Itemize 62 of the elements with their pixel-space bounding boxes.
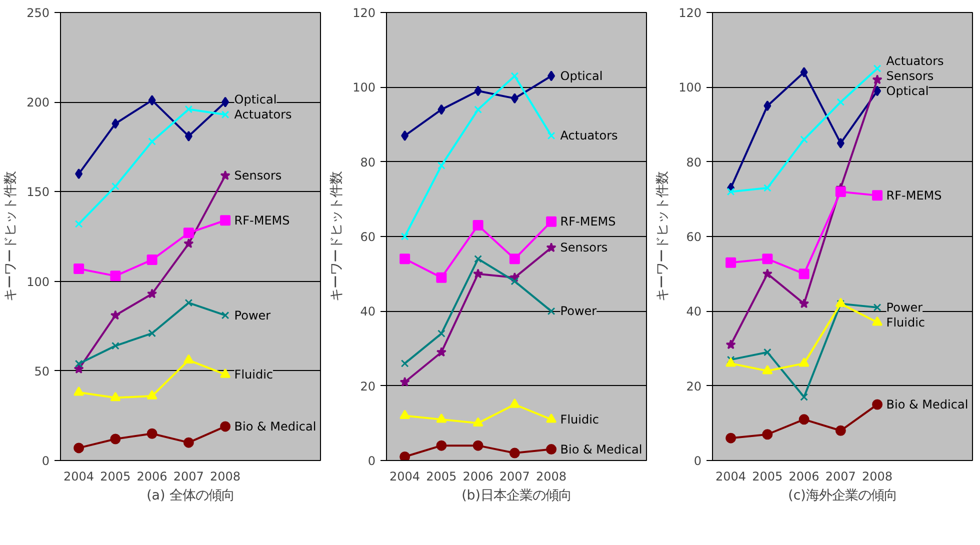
y-tick-label: 40 <box>360 304 376 319</box>
y-tick-label: 0 <box>368 454 376 468</box>
series-label: RF-MEMS <box>560 214 616 229</box>
y-tick-label: 150 <box>26 185 50 200</box>
y-tick-label: 80 <box>360 155 376 170</box>
x-tick-label: 2005 <box>752 470 783 484</box>
x-tick-label: 2007 <box>825 470 856 484</box>
x-tick-label: 2004 <box>64 470 94 484</box>
y-tick-label: 100 <box>26 274 50 289</box>
x-tick-label: 2005 <box>100 470 131 484</box>
y-tick-label: 100 <box>352 80 376 95</box>
series-label: Sensors <box>234 168 282 183</box>
series-label: RF-MEMS <box>234 213 290 228</box>
series-label: Power <box>886 300 923 314</box>
series-label: Bio & Medical <box>886 398 968 412</box>
x-tick-label: 2006 <box>462 470 494 484</box>
x-axis-title: (a) 全体の傾向 <box>146 488 234 504</box>
series-label: Actuators <box>560 128 618 143</box>
x-tick-label: 2004 <box>390 470 420 484</box>
series-label: Actuators <box>234 108 292 122</box>
y-tick-label: 40 <box>686 304 702 319</box>
x-tick-label: 2006 <box>788 470 820 484</box>
y-tick-label: 120 <box>678 6 702 20</box>
y-tick-label: 120 <box>352 6 376 20</box>
series-label: Fluidic <box>886 315 926 330</box>
x-axis-title: (c)海外企業の傾向 <box>788 488 897 504</box>
x-tick-label: 2004 <box>716 470 746 484</box>
y-tick-label: 20 <box>686 379 702 394</box>
series-label: Sensors <box>886 68 934 83</box>
y-tick-label: 50 <box>34 364 50 378</box>
x-axis-title: (b)日本企業の傾向 <box>462 488 572 504</box>
series-label: Fluidic <box>560 412 600 426</box>
y-tick-label: 20 <box>360 379 376 394</box>
x-tick-label: 2008 <box>862 470 893 484</box>
y-tick-label: 60 <box>686 230 702 244</box>
y-tick-label: 0 <box>42 454 50 468</box>
y-tick-label: 200 <box>26 96 50 110</box>
series-label: Fluidic <box>234 367 274 382</box>
series-label: Optical <box>560 68 603 83</box>
series-label: Bio & Medical <box>234 419 316 434</box>
series-label: Bio & Medical <box>560 442 642 456</box>
series-label: Optical <box>234 92 277 107</box>
y-tick-label: 60 <box>360 230 376 244</box>
x-tick-label: 2008 <box>536 470 567 484</box>
y-tick-label: 250 <box>26 6 50 20</box>
series-label: RF-MEMS <box>886 188 942 202</box>
series-label: Actuators <box>886 54 944 68</box>
y-axis-title: キーワードヒット件数 <box>656 172 671 302</box>
x-tick-label: 2007 <box>173 470 204 484</box>
y-axis-title: キーワードヒット件数 <box>4 172 19 302</box>
y-tick-label: 0 <box>694 454 702 468</box>
series-label: Optical <box>886 84 929 98</box>
y-tick-label: 100 <box>678 80 702 95</box>
y-axis-title: キーワードヒット件数 <box>330 172 345 302</box>
series-label: Power <box>234 308 271 322</box>
y-tick-label: 80 <box>686 155 702 170</box>
series-label: Power <box>560 304 597 318</box>
x-tick-label: 2008 <box>210 470 241 484</box>
series-label: Sensors <box>560 240 608 255</box>
x-tick-label: 2006 <box>136 470 168 484</box>
x-tick-label: 2005 <box>426 470 457 484</box>
x-tick-label: 2007 <box>499 470 530 484</box>
